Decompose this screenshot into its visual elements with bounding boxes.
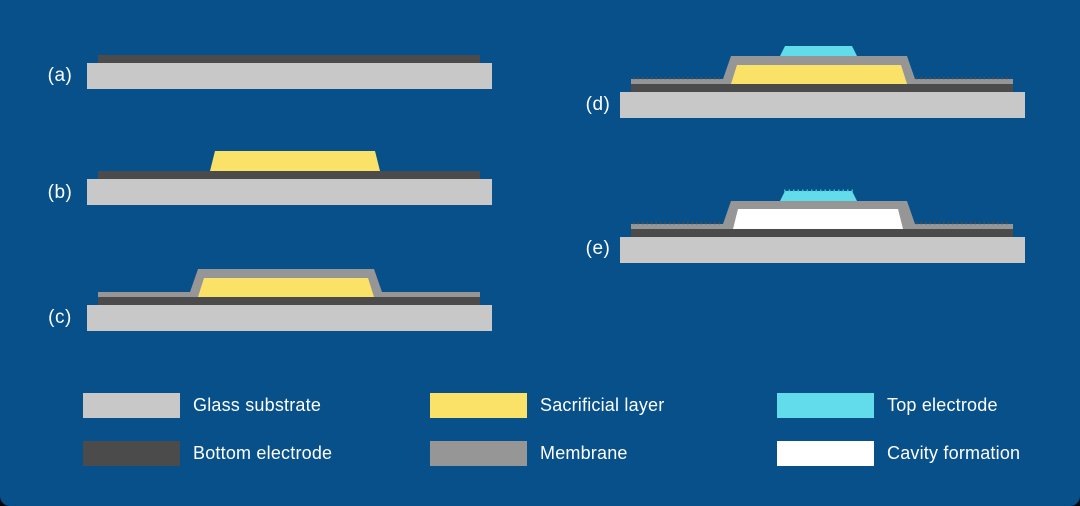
legend-item-glass-substrate: Glass substrate: [83, 393, 321, 418]
panel-d-drawing: [620, 46, 1025, 118]
bottom-electrode-layer: [631, 229, 1013, 237]
bottom-electrode-layer: [98, 297, 480, 305]
sacrificial-layer: [210, 151, 380, 171]
step-label-c: (c): [48, 307, 72, 328]
legend-item-membrane: Membrane: [430, 441, 628, 466]
legend-label: Membrane: [540, 443, 628, 463]
bottom-electrode-layer: [98, 171, 480, 179]
legend-item-sacrificial-layer: Sacrificial layer: [430, 393, 664, 418]
step-label-b: (b): [47, 182, 73, 203]
top-electrode-swatch: [777, 393, 874, 418]
panel-e-drawing: [620, 189, 1025, 263]
panel-a-drawing: [87, 55, 492, 89]
panel-c-drawing: [87, 269, 492, 331]
glass-substrate-layer: [87, 305, 492, 331]
panel-b: [87, 121, 493, 205]
bottom-electrode-layer: [631, 84, 1013, 92]
panel-c: [87, 247, 493, 331]
panel-b-drawing: [87, 151, 492, 205]
cavity-region: [733, 209, 903, 229]
step-label-d: (d): [585, 94, 611, 115]
glass-substrate-layer: [87, 63, 492, 89]
sacrificial-layer-swatch: [430, 393, 527, 418]
glass-substrate-layer: [620, 92, 1025, 118]
sacrificial-layer: [198, 278, 374, 297]
swatch-fill: [430, 441, 527, 466]
sacrificial-layer: [731, 65, 907, 84]
legend-item-bottom-electrode: Bottom electrode: [83, 441, 332, 466]
step-label-a: (a): [47, 65, 73, 86]
legend-label: Bottom electrode: [193, 443, 333, 463]
swatch-fill: [83, 393, 180, 418]
top-electrode-layer: [780, 191, 857, 201]
cavity-formation-swatch: [777, 441, 874, 466]
glass-substrate-layer: [87, 179, 492, 205]
panel-d: [620, 34, 1026, 118]
bottom-electrode-layer: [98, 55, 480, 63]
panel-a: [87, 5, 493, 89]
legend-label: Cavity formation: [887, 443, 1021, 463]
legend-item-cavity-formation: Cavity formation: [777, 441, 1020, 466]
legend-label: Sacrificial layer: [540, 395, 665, 415]
legend-label: Top electrode: [887, 395, 998, 415]
swatch-fill: [777, 393, 874, 418]
bottom-electrode-swatch: [83, 441, 180, 466]
panel-e: [620, 179, 1026, 263]
membrane-swatch: [430, 441, 527, 466]
glass-substrate-swatch: [83, 393, 180, 418]
step-label-e: (e): [585, 238, 611, 259]
top-electrode-layer: [780, 46, 857, 56]
swatch-fill: [83, 441, 180, 466]
swatch-fill: [777, 441, 874, 466]
glass-substrate-layer: [620, 237, 1025, 263]
legend-label: Glass substrate: [193, 395, 322, 415]
swatch-fill: [430, 393, 527, 418]
legend-item-top-electrode: Top electrode: [777, 393, 998, 418]
